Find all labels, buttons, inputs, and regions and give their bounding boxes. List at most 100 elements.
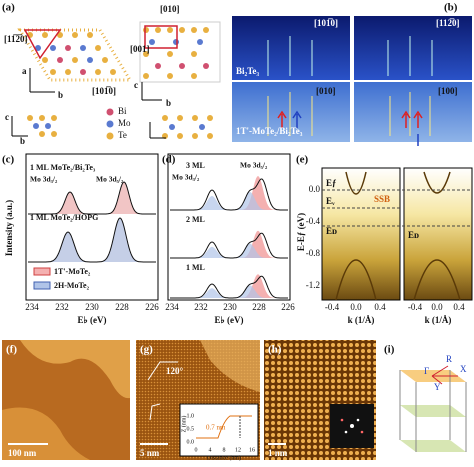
axes-arrow bbox=[29, 68, 55, 93]
panel-a: (a) [11̅2̅0] [101̅0] a b [010] [001] c b… bbox=[2, 2, 221, 146]
legend-label: 2H-MoTe₂ bbox=[54, 281, 90, 290]
energy-label: Eᵥ bbox=[326, 196, 335, 206]
axis-label: b bbox=[20, 136, 25, 146]
x-axis-label: E♭ (eV) bbox=[78, 315, 107, 325]
spectrum bbox=[170, 178, 288, 211]
x-tick-label: 228 bbox=[115, 302, 129, 312]
spectrum-label: 2 ML bbox=[186, 215, 205, 224]
panel-label: (c) bbox=[2, 154, 15, 166]
panel-h: (h) 1 nm bbox=[264, 340, 376, 460]
scale-label: 5 nm bbox=[140, 448, 160, 458]
spectrum-fill bbox=[170, 192, 288, 210]
direction: [101̅0] bbox=[314, 18, 338, 28]
angle-mark bbox=[147, 361, 178, 381]
spectrum bbox=[28, 217, 156, 263]
scale-label: 1 nm bbox=[268, 448, 288, 458]
x-tick-label: 0.0 bbox=[350, 302, 362, 312]
x-axis-label: E♭ (eV) bbox=[215, 315, 244, 325]
legend-label: Mo bbox=[118, 118, 131, 128]
axes-arrow bbox=[141, 82, 162, 101]
energy-lines bbox=[322, 189, 472, 227]
axis-label: a bbox=[22, 66, 27, 76]
inset bbox=[179, 403, 259, 457]
axis-label: b bbox=[166, 98, 171, 108]
panel-label: (f) bbox=[6, 344, 17, 356]
inset-y-label: Z (nm) bbox=[180, 416, 187, 433]
direction: [112̅0] bbox=[436, 18, 460, 28]
x-axis-label: k (1/Å) bbox=[425, 315, 452, 325]
plot-frame bbox=[167, 153, 291, 301]
spectrum-label: 1 ML MoTe₂/Bi₂Te₃ bbox=[30, 163, 96, 172]
terrace bbox=[20, 340, 130, 399]
spectra bbox=[170, 176, 288, 299]
rheed-image bbox=[232, 16, 350, 80]
inset-x-tick: 8 bbox=[223, 447, 226, 453]
panel-i: (i) Γ R X Y bbox=[384, 344, 467, 452]
inset-x-tick: 0 bbox=[195, 447, 198, 453]
energy-label: Eƒ bbox=[326, 178, 337, 188]
panel-label: (b) bbox=[444, 2, 458, 14]
peak-label: Mo 3d₅/₂ bbox=[240, 161, 268, 170]
point-label: X bbox=[460, 364, 467, 374]
energy-label: Eᴅ bbox=[326, 226, 337, 236]
y-tick-label: -0.4 bbox=[306, 216, 321, 226]
y-tick-label: -1.2 bbox=[306, 280, 320, 290]
x-tick-label: 230 bbox=[223, 302, 237, 312]
legend-label: 1T'-MoTe₂ bbox=[54, 267, 91, 276]
streaks bbox=[267, 36, 433, 136]
step-label: 0.7 nm bbox=[206, 424, 226, 432]
island bbox=[200, 340, 260, 392]
sample-label: 1T'-MoTe₂/Bi₂Te₃ bbox=[236, 126, 303, 136]
fft-spots bbox=[340, 418, 364, 434]
rheed-image bbox=[354, 16, 472, 80]
panel-label: (a) bbox=[2, 2, 15, 14]
axis-label: c bbox=[134, 80, 138, 90]
direction: [010] bbox=[160, 4, 180, 14]
panel-label: (g) bbox=[140, 344, 153, 356]
legend-label: Bi bbox=[118, 106, 127, 116]
x-tick-label: -0.4 bbox=[408, 302, 423, 312]
y-tick-label: -0.8 bbox=[306, 248, 321, 258]
rheed-image bbox=[232, 82, 350, 142]
panel-f: (f) 100 nm bbox=[2, 340, 130, 460]
direction: [010] bbox=[316, 86, 336, 96]
bands bbox=[335, 171, 461, 301]
x-tick-label: 232 bbox=[194, 302, 208, 312]
spectrum bbox=[28, 181, 156, 215]
inset-x-label: Distance (nm) bbox=[207, 454, 241, 461]
lattice-bottom bbox=[11, 115, 213, 139]
direction: [100] bbox=[438, 86, 458, 96]
rheed-image bbox=[354, 82, 472, 142]
y-axis-label: Intensity (a.u.) bbox=[4, 200, 14, 256]
point-label: Y bbox=[434, 382, 441, 392]
x-tick-label: 0.0 bbox=[431, 302, 443, 312]
band-label: SSB bbox=[374, 194, 390, 204]
terrace bbox=[2, 407, 90, 460]
point-label: R bbox=[446, 354, 452, 364]
plot-frame bbox=[25, 153, 159, 301]
inset-x-tick: 4 bbox=[209, 447, 212, 453]
panel-label: (h) bbox=[268, 344, 282, 356]
panel-label: (e) bbox=[296, 154, 309, 166]
inset-y-tick: 0.5 bbox=[187, 426, 195, 432]
panel-c: (c) 1 ML MoTe₂/Bi₂Te₃ Mo 3d₃/₂ Mo 3d₅/₂ … bbox=[2, 153, 159, 325]
inset-x-tick: 16 bbox=[249, 447, 255, 453]
direction: [11̅2̅0] bbox=[4, 34, 28, 44]
direction: [001] bbox=[130, 44, 150, 54]
y-axis-label: E-Eƒ (eV) bbox=[296, 213, 306, 251]
x-axis-label: k (1/Å) bbox=[348, 315, 375, 325]
lattice-top bbox=[17, 28, 133, 82]
x-tick-label: 232 bbox=[55, 302, 69, 312]
x-tick-label: 226 bbox=[145, 302, 159, 312]
k-path bbox=[431, 365, 458, 385]
spectrum-label: 1 ML bbox=[186, 263, 205, 272]
angle-mark bbox=[149, 403, 161, 421]
spectrum bbox=[170, 232, 288, 259]
inset-y-tick: 1.0 bbox=[187, 413, 195, 419]
spectrum-fill bbox=[170, 176, 288, 210]
plane bbox=[400, 440, 466, 452]
x-tick-label: 0.4 bbox=[453, 302, 465, 312]
cell-edges bbox=[399, 370, 467, 452]
angle-label: 120° bbox=[166, 366, 184, 376]
